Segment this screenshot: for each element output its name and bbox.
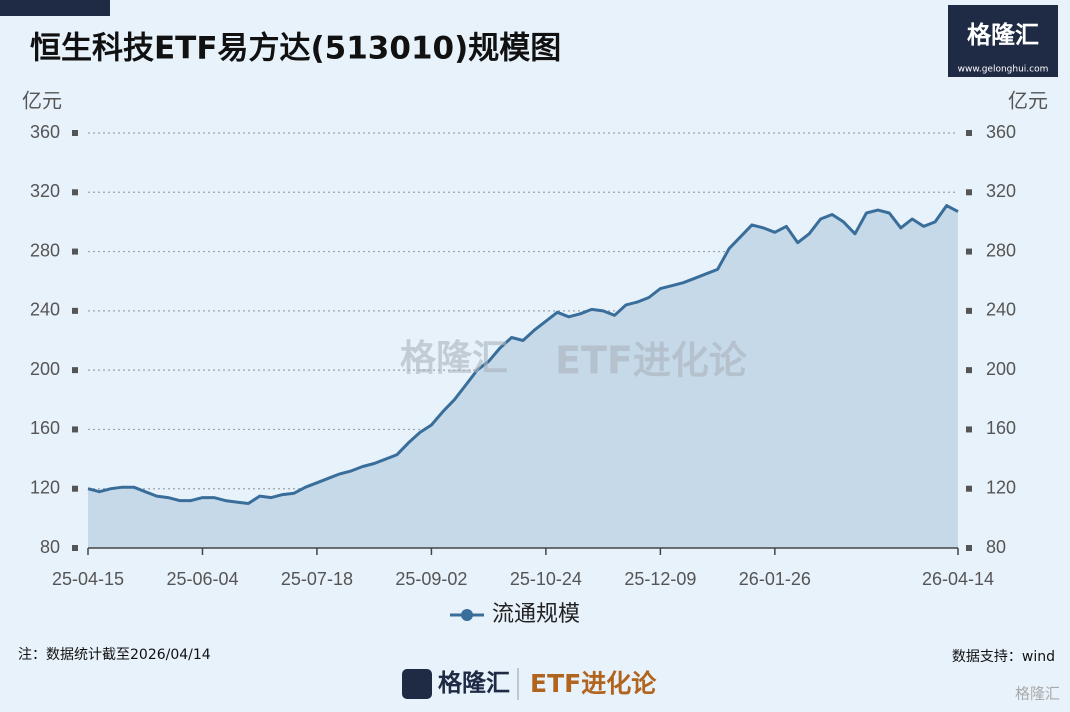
y-tick-label: 200 bbox=[30, 359, 60, 379]
y-tick-mark bbox=[72, 248, 78, 255]
y-tick-label: 120 bbox=[30, 477, 60, 497]
x-tick-label: 25-10-24 bbox=[510, 569, 582, 589]
y2-tick-mark bbox=[966, 426, 972, 433]
y-axis-label: 亿元 bbox=[22, 89, 62, 113]
x-tick-label: 25-09-02 bbox=[395, 569, 467, 589]
y2-tick-label: 200 bbox=[986, 359, 1016, 379]
y-tick-label: 160 bbox=[30, 418, 60, 438]
line bbox=[87, 204, 959, 505]
logo-url: www.gelonghui.com bbox=[958, 65, 1049, 75]
y2-tick-mark bbox=[966, 545, 972, 551]
logo-text: 格隆汇 bbox=[967, 21, 1039, 49]
y-tick-label: 320 bbox=[30, 181, 60, 201]
y-tick-mark bbox=[72, 307, 78, 314]
logo: 格隆汇 www.gelonghui.com bbox=[948, 5, 1058, 77]
y-tick-label: 240 bbox=[30, 300, 60, 320]
footnote: 注：数据统计截至2026/04/14 bbox=[18, 647, 211, 663]
y-tick-label: 80 bbox=[40, 537, 60, 557]
chart-title: 恒生科技ETF易方达(513010)规模图 bbox=[30, 31, 561, 67]
y2-tick-label: 160 bbox=[986, 418, 1016, 438]
y2-tick-label: 240 bbox=[986, 300, 1016, 320]
x-tick-label: 26-01-26 bbox=[739, 569, 811, 589]
y-tick-label: 360 bbox=[30, 122, 60, 142]
logo-box bbox=[948, 5, 1058, 77]
y-tick-mark bbox=[72, 130, 78, 136]
y-tick-mark bbox=[72, 545, 78, 551]
corner-bar bbox=[0, 0, 110, 16]
y2-tick-mark bbox=[966, 130, 972, 136]
y-tick-mark bbox=[72, 426, 78, 433]
y2-tick-label: 280 bbox=[986, 240, 1016, 260]
x-tick-label: 25-07-18 bbox=[281, 569, 353, 589]
footer-logo: 格隆汇 bbox=[438, 669, 510, 697]
x-tick-label: 26-04-14 bbox=[922, 569, 994, 589]
y2-tick-label: 360 bbox=[986, 122, 1016, 142]
y2-tick-mark bbox=[966, 307, 972, 314]
footer-column: ETF进化论 bbox=[530, 669, 657, 698]
y2-tick-mark bbox=[966, 189, 972, 196]
y2-tick-label: 80 bbox=[986, 537, 1006, 557]
y-tick-mark bbox=[72, 367, 78, 374]
legend-label: 流通规模 bbox=[492, 602, 580, 627]
y-tick-label: 280 bbox=[30, 240, 60, 260]
watermark-logo: 格隆汇 bbox=[400, 338, 508, 379]
y2-axis-label: 亿元 bbox=[1008, 89, 1048, 113]
y-tick-mark bbox=[72, 189, 78, 196]
legend-marker bbox=[461, 609, 473, 621]
y2-tick-mark bbox=[966, 367, 972, 374]
footer-logo-icon bbox=[402, 669, 432, 699]
area bbox=[88, 205, 958, 548]
y-tick-mark bbox=[72, 485, 78, 492]
x-tick-label: 25-06-04 bbox=[166, 569, 238, 589]
source: 数据支持：wind bbox=[952, 649, 1055, 665]
y2-tick-mark bbox=[966, 248, 972, 255]
y2-tick-label: 320 bbox=[986, 181, 1016, 201]
x-tick-label: 25-12-09 bbox=[624, 569, 696, 589]
plot: 80 120 160 200 240 280 320 360 80 120 160 200 240 280… bbox=[30, 122, 1016, 627]
watermark-column: ETF进化论 bbox=[555, 339, 748, 383]
corner-mark: 格隆汇 bbox=[1015, 685, 1060, 703]
y2-tick-label: 120 bbox=[986, 477, 1016, 497]
y2-tick-mark bbox=[966, 485, 972, 492]
x-tick-label: 25-04-15 bbox=[52, 569, 124, 589]
